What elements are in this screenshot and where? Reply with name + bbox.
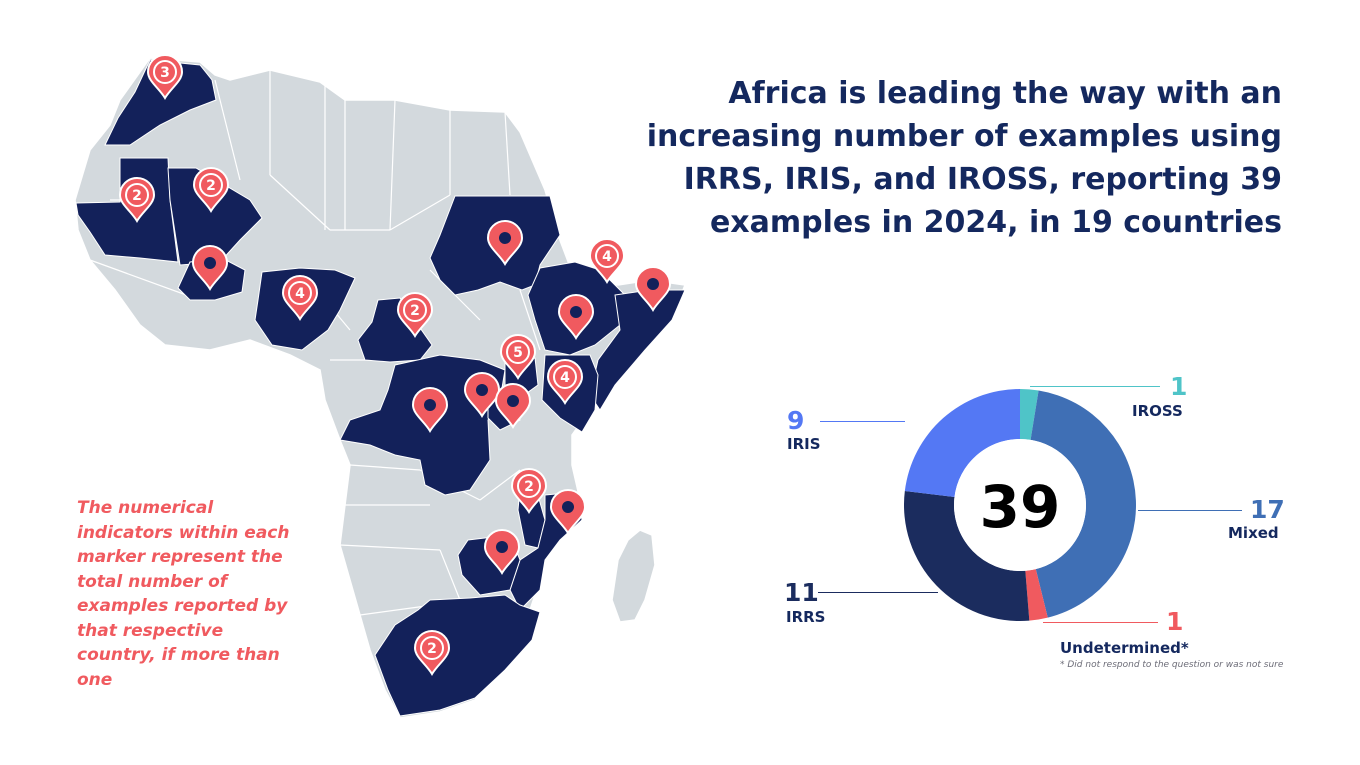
map-marker-sudan	[486, 220, 524, 266]
map-marker-uganda: 5	[499, 334, 537, 380]
footnote: * Did not respond to the question or was…	[1060, 660, 1284, 670]
irrs-value: 11	[784, 578, 819, 607]
map-marker-zimbabwe	[483, 529, 521, 575]
country-somalia	[589, 289, 686, 411]
leader-iris	[820, 421, 905, 422]
leader-iross	[1030, 386, 1160, 387]
map-marker-burkina-faso	[191, 245, 229, 291]
map-marker-somalia	[634, 266, 672, 312]
map-marker-drc	[411, 387, 449, 433]
donut-slice-mixed	[1030, 390, 1137, 618]
map-marker-morocco: 3	[146, 54, 184, 100]
map-marker-count: 2	[427, 641, 437, 657]
country-south-africa	[374, 594, 541, 717]
page-title: Africa is leading the way with an increa…	[646, 76, 1282, 240]
map-marker-count: 2	[206, 178, 216, 194]
madagascar	[611, 529, 656, 623]
map-marker-count: 4	[295, 286, 305, 302]
irrs-label: IRRS	[786, 608, 826, 626]
donut-slice-irrs	[904, 491, 1030, 621]
marker-note: The numerical indicators within each mar…	[77, 498, 290, 690]
map-marker-count: 5	[513, 345, 523, 361]
leader-mixed	[1138, 510, 1242, 511]
iross-label: IROSS	[1132, 402, 1183, 420]
map-marker-count: 4	[602, 249, 612, 265]
country-morocco	[104, 59, 217, 146]
map-marker-count: 3	[160, 65, 170, 81]
map-marker-cameroon: 2	[396, 292, 434, 338]
donut-hole	[954, 439, 1086, 571]
iris-value: 9	[787, 406, 805, 435]
map-marker-malawi: 2	[510, 468, 548, 514]
map-marker-burundi	[494, 383, 532, 429]
undetermined-label: Undetermined*	[1060, 639, 1189, 657]
map-marker-count: 2	[132, 188, 142, 204]
leader-irrs	[818, 592, 938, 593]
mixed-value: 17	[1250, 495, 1285, 524]
map-marker-count: 2	[524, 479, 534, 495]
iross-value: 1	[1170, 372, 1188, 401]
map-marker-count: 4	[560, 370, 570, 386]
map-marker-south-africa: 2	[413, 630, 451, 676]
marker-layer: 3 2 2 4 2 4 5 4 2 2	[118, 54, 672, 676]
donut-slice-iross	[1020, 389, 1039, 440]
donut-slice-iris	[904, 389, 1020, 498]
leader-undetermined	[1043, 622, 1158, 623]
map-marker-kenya: 4	[546, 359, 584, 405]
map-marker-mali: 2	[192, 167, 230, 213]
map-marker-mozambique	[549, 489, 587, 535]
undetermined-value: 1	[1166, 607, 1184, 636]
country-drc	[339, 354, 506, 496]
map-marker-eritrea: 4	[588, 238, 626, 284]
map-marker-mauritania: 2	[118, 177, 156, 223]
africa-map: 3 2 2 4 2 4 5 4 2 2	[74, 54, 687, 719]
donut-slice-undetermined	[1025, 569, 1048, 621]
donut-slices	[904, 389, 1137, 621]
map-marker-count: 2	[410, 303, 420, 319]
mixed-label: Mixed	[1228, 524, 1279, 542]
donut-total: 39	[980, 473, 1061, 541]
map-marker-ethiopia	[557, 294, 595, 340]
map-marker-nigeria: 4	[281, 275, 319, 321]
iris-label: IRIS	[787, 435, 821, 453]
